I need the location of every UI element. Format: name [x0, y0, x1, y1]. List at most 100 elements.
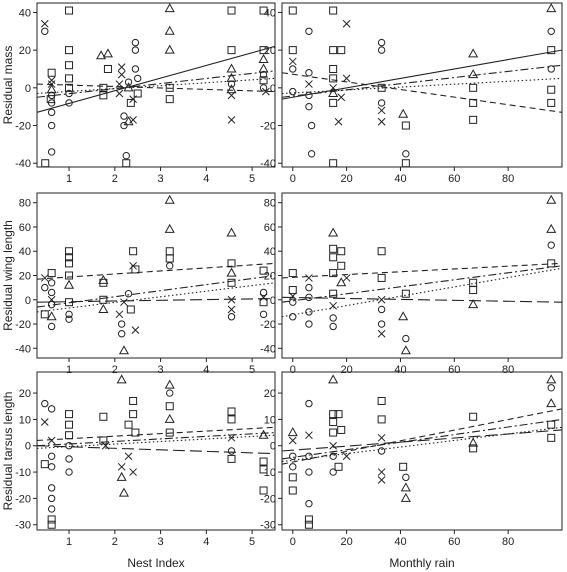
- point-square: [329, 46, 338, 55]
- point-square: [401, 289, 410, 298]
- point-square: [47, 68, 56, 77]
- point-triangle: [287, 427, 298, 437]
- point-circle: [41, 283, 49, 292]
- point-square: [65, 253, 74, 262]
- point-square: [329, 269, 338, 278]
- point-cross: [377, 295, 386, 304]
- point-circle: [402, 473, 410, 482]
- x-tick-label: 1: [66, 536, 72, 548]
- point-cross: [329, 83, 338, 92]
- point-triangle: [258, 63, 269, 73]
- fit-lines: [282, 262, 562, 318]
- point-triangle: [226, 72, 237, 82]
- point-square: [547, 420, 556, 429]
- plot-panel-3: 1 2 3 4 5 -40 -20 0 20 40 60 80 Residual wing length: [1, 192, 276, 376]
- x-tick-label: 60: [448, 536, 460, 548]
- point-triangle: [98, 303, 109, 313]
- point-circle: [47, 505, 56, 513]
- point-square: [46, 95, 55, 104]
- point-square: [469, 444, 478, 453]
- point-circle: [305, 320, 313, 328]
- x-tick-label: 40: [394, 364, 406, 376]
- point-square: [65, 247, 74, 256]
- x-tick-label: 80: [502, 173, 514, 185]
- y-tick-label: 20: [19, 271, 31, 283]
- fit-line-longdash: [37, 298, 275, 303]
- point-circle: [329, 468, 337, 476]
- point-circle: [124, 78, 133, 86]
- data-points: [288, 3, 557, 168]
- point-triangle: [46, 311, 57, 321]
- y-tick-label: 40: [264, 246, 276, 258]
- point-circle: [329, 314, 337, 322]
- point-square: [329, 74, 338, 83]
- y-tick-label: -40: [260, 158, 276, 170]
- point-square: [399, 462, 408, 471]
- point-circle: [305, 69, 313, 77]
- point-square: [329, 64, 338, 73]
- fit-line-longdash: [37, 445, 275, 455]
- point-cross: [115, 89, 124, 98]
- point-square: [288, 6, 297, 15]
- point-square: [337, 425, 346, 434]
- point-circle: [305, 27, 313, 35]
- point-square: [304, 515, 313, 524]
- point-triangle: [123, 82, 134, 92]
- point-square: [65, 83, 74, 92]
- x-axis-title: Monthly rain: [389, 556, 454, 570]
- point-cross: [377, 468, 386, 476]
- point-triangle: [164, 25, 175, 35]
- point-square: [65, 6, 74, 15]
- x-tick-label: 5: [249, 173, 255, 185]
- point-square: [288, 486, 297, 495]
- y-tick-label: -30: [260, 520, 276, 532]
- point-cross: [117, 462, 126, 471]
- point-triangle: [116, 374, 127, 384]
- point-triangle: [164, 413, 175, 423]
- point-circle: [122, 151, 130, 160]
- fit-line-solid: [37, 45, 275, 113]
- point-cross: [377, 329, 386, 338]
- y-tick-label: 60: [264, 222, 276, 234]
- data-points: [40, 374, 269, 529]
- point-square: [329, 6, 338, 15]
- point-square: [288, 286, 297, 295]
- point-triangle: [118, 487, 130, 497]
- plot-panel-2: 0 20 40 60 80 -40 -20 0 20 40: [260, 2, 563, 185]
- point-square: [401, 121, 410, 130]
- data-points: [40, 3, 270, 168]
- y-tick-label: -40: [15, 343, 31, 355]
- point-circle: [289, 313, 297, 321]
- point-square: [329, 159, 338, 168]
- point-cross: [305, 431, 313, 440]
- point-square: [329, 289, 338, 298]
- y-tick-label: -20: [260, 319, 276, 331]
- point-circle: [377, 99, 386, 107]
- x-tick-label: 0: [290, 173, 296, 185]
- point-circle: [259, 84, 268, 92]
- point-square: [122, 159, 131, 168]
- plot-frame: [36, 371, 276, 531]
- fit-lines: [282, 49, 562, 113]
- fit-line-dashed: [282, 262, 562, 279]
- y-tick-label: -10: [15, 467, 31, 479]
- y-tick-label: -40: [260, 343, 276, 355]
- point-square: [65, 46, 74, 55]
- point-square: [377, 273, 386, 282]
- point-square: [547, 433, 556, 442]
- point-square: [227, 46, 236, 55]
- point-square: [547, 46, 556, 55]
- point-triangle: [258, 429, 269, 439]
- point-cross: [101, 441, 110, 450]
- point-triangle: [398, 311, 409, 321]
- point-circle: [120, 112, 128, 120]
- point-circle: [329, 322, 337, 331]
- x-tick-label: 1: [66, 173, 72, 185]
- point-square: [469, 98, 478, 107]
- fit-lines: [37, 262, 275, 313]
- point-cross: [342, 274, 351, 282]
- y-tick-label: 10: [19, 414, 31, 426]
- y-tick-label: -10: [260, 467, 276, 479]
- y-tick-label: 80: [264, 198, 276, 210]
- point-circle: [41, 27, 49, 35]
